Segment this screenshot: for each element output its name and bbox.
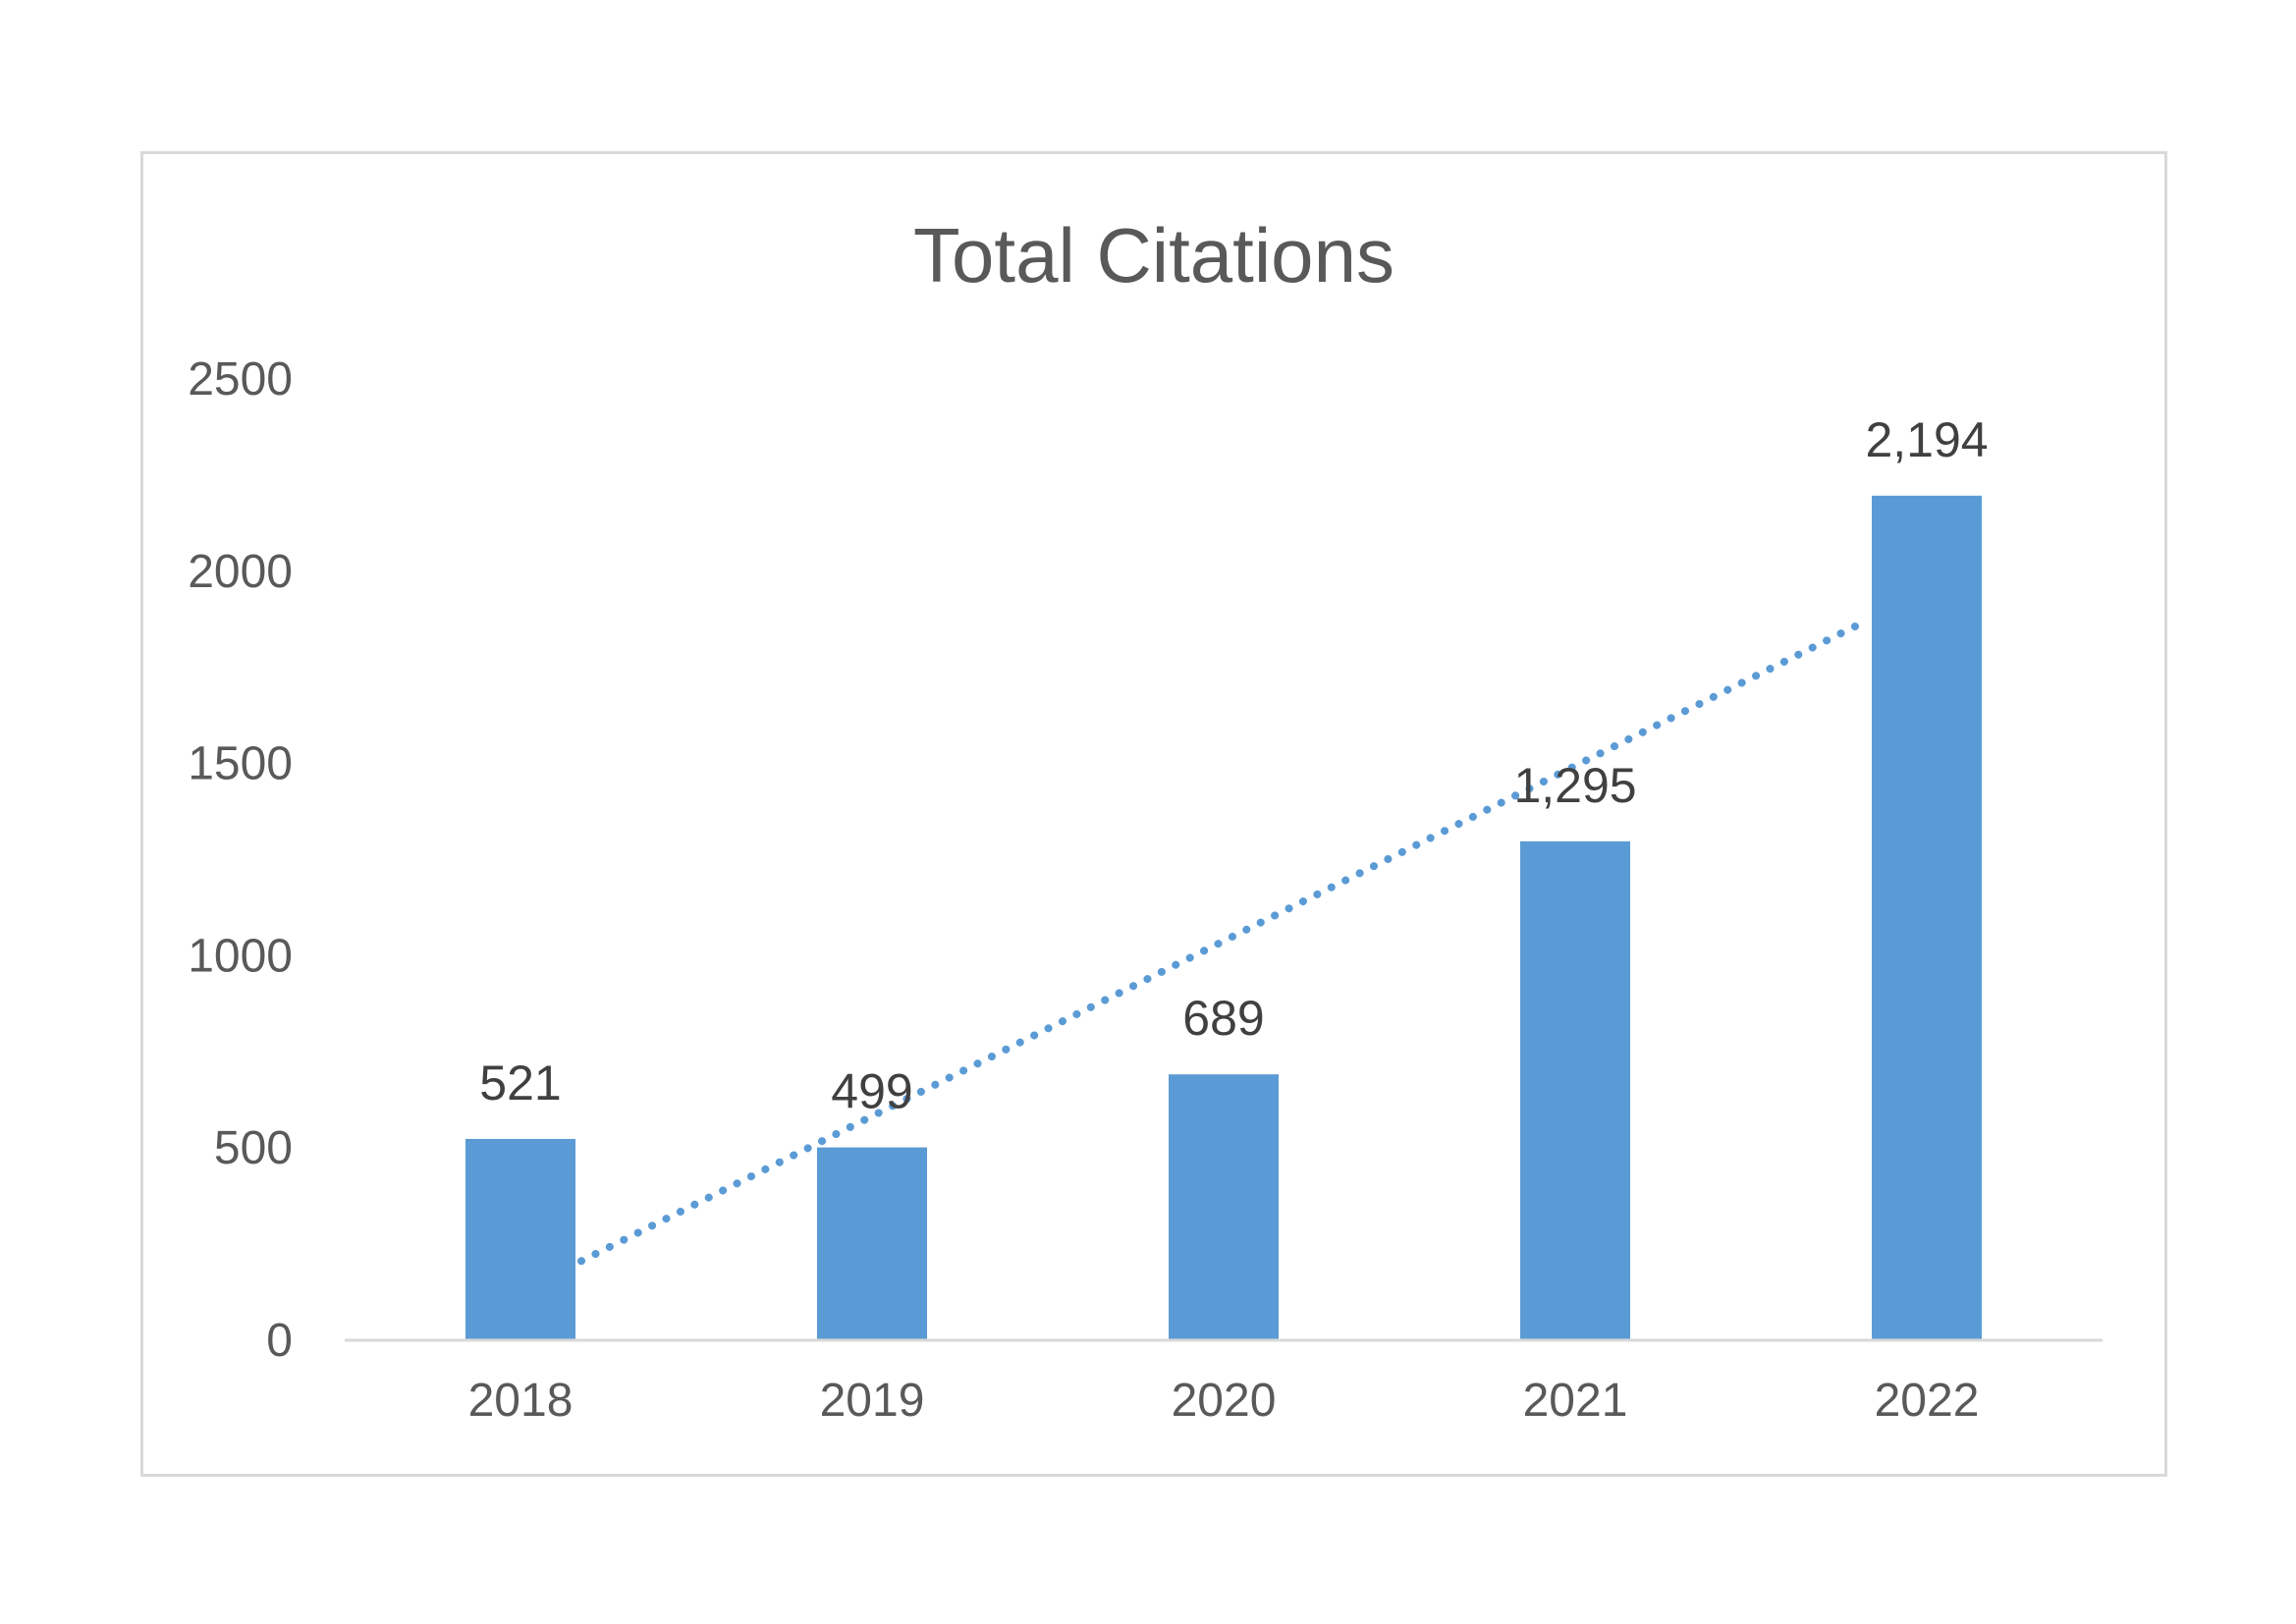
bar-2020: [1169, 1074, 1279, 1339]
bar-2019: [817, 1147, 927, 1339]
data-label-2022: 2,194: [1865, 412, 1988, 467]
bar-2018: [465, 1138, 575, 1339]
y-tick-label: 2500: [188, 353, 293, 406]
y-axis-ticks: 0 500 1000 1500 2000 2500: [188, 353, 293, 1367]
y-tick-label: 2000: [188, 546, 293, 598]
x-tick-label: 2020: [1172, 1375, 1277, 1427]
x-tick-label: 2021: [1523, 1375, 1628, 1427]
chart-title: Total Citations: [913, 212, 1394, 298]
data-label-2020: 689: [1182, 991, 1264, 1046]
trendline-linear: [577, 617, 1870, 1266]
y-tick-label: 0: [266, 1315, 293, 1367]
y-tick-label: 1500: [188, 738, 293, 790]
data-label-2018: 521: [479, 1056, 561, 1110]
bars: [465, 495, 1982, 1339]
x-tick-label: 2018: [468, 1375, 574, 1427]
data-label-2019: 499: [831, 1064, 912, 1119]
y-tick-label: 1000: [188, 930, 293, 982]
bar-2022: [1872, 495, 1982, 1339]
x-tick-label: 2022: [1875, 1375, 1980, 1427]
bar-chart: Total Citations 0 500 1000 1500 2000 2500 521…: [188, 212, 2103, 1427]
data-labels: 521 499 689 1,295 2,194: [479, 412, 1988, 1119]
trendline: [577, 617, 1870, 1266]
y-tick-label: 500: [214, 1122, 293, 1174]
chart-frame: Total Citations 0 500 1000 1500 2000 2500 521…: [140, 151, 2167, 1477]
x-tick-label: 2019: [820, 1375, 925, 1427]
x-axis-ticks: 2018 2019 2020 2021 2022: [468, 1375, 1980, 1427]
data-label-2021: 1,295: [1513, 758, 1636, 813]
bar-2021: [1520, 840, 1630, 1339]
